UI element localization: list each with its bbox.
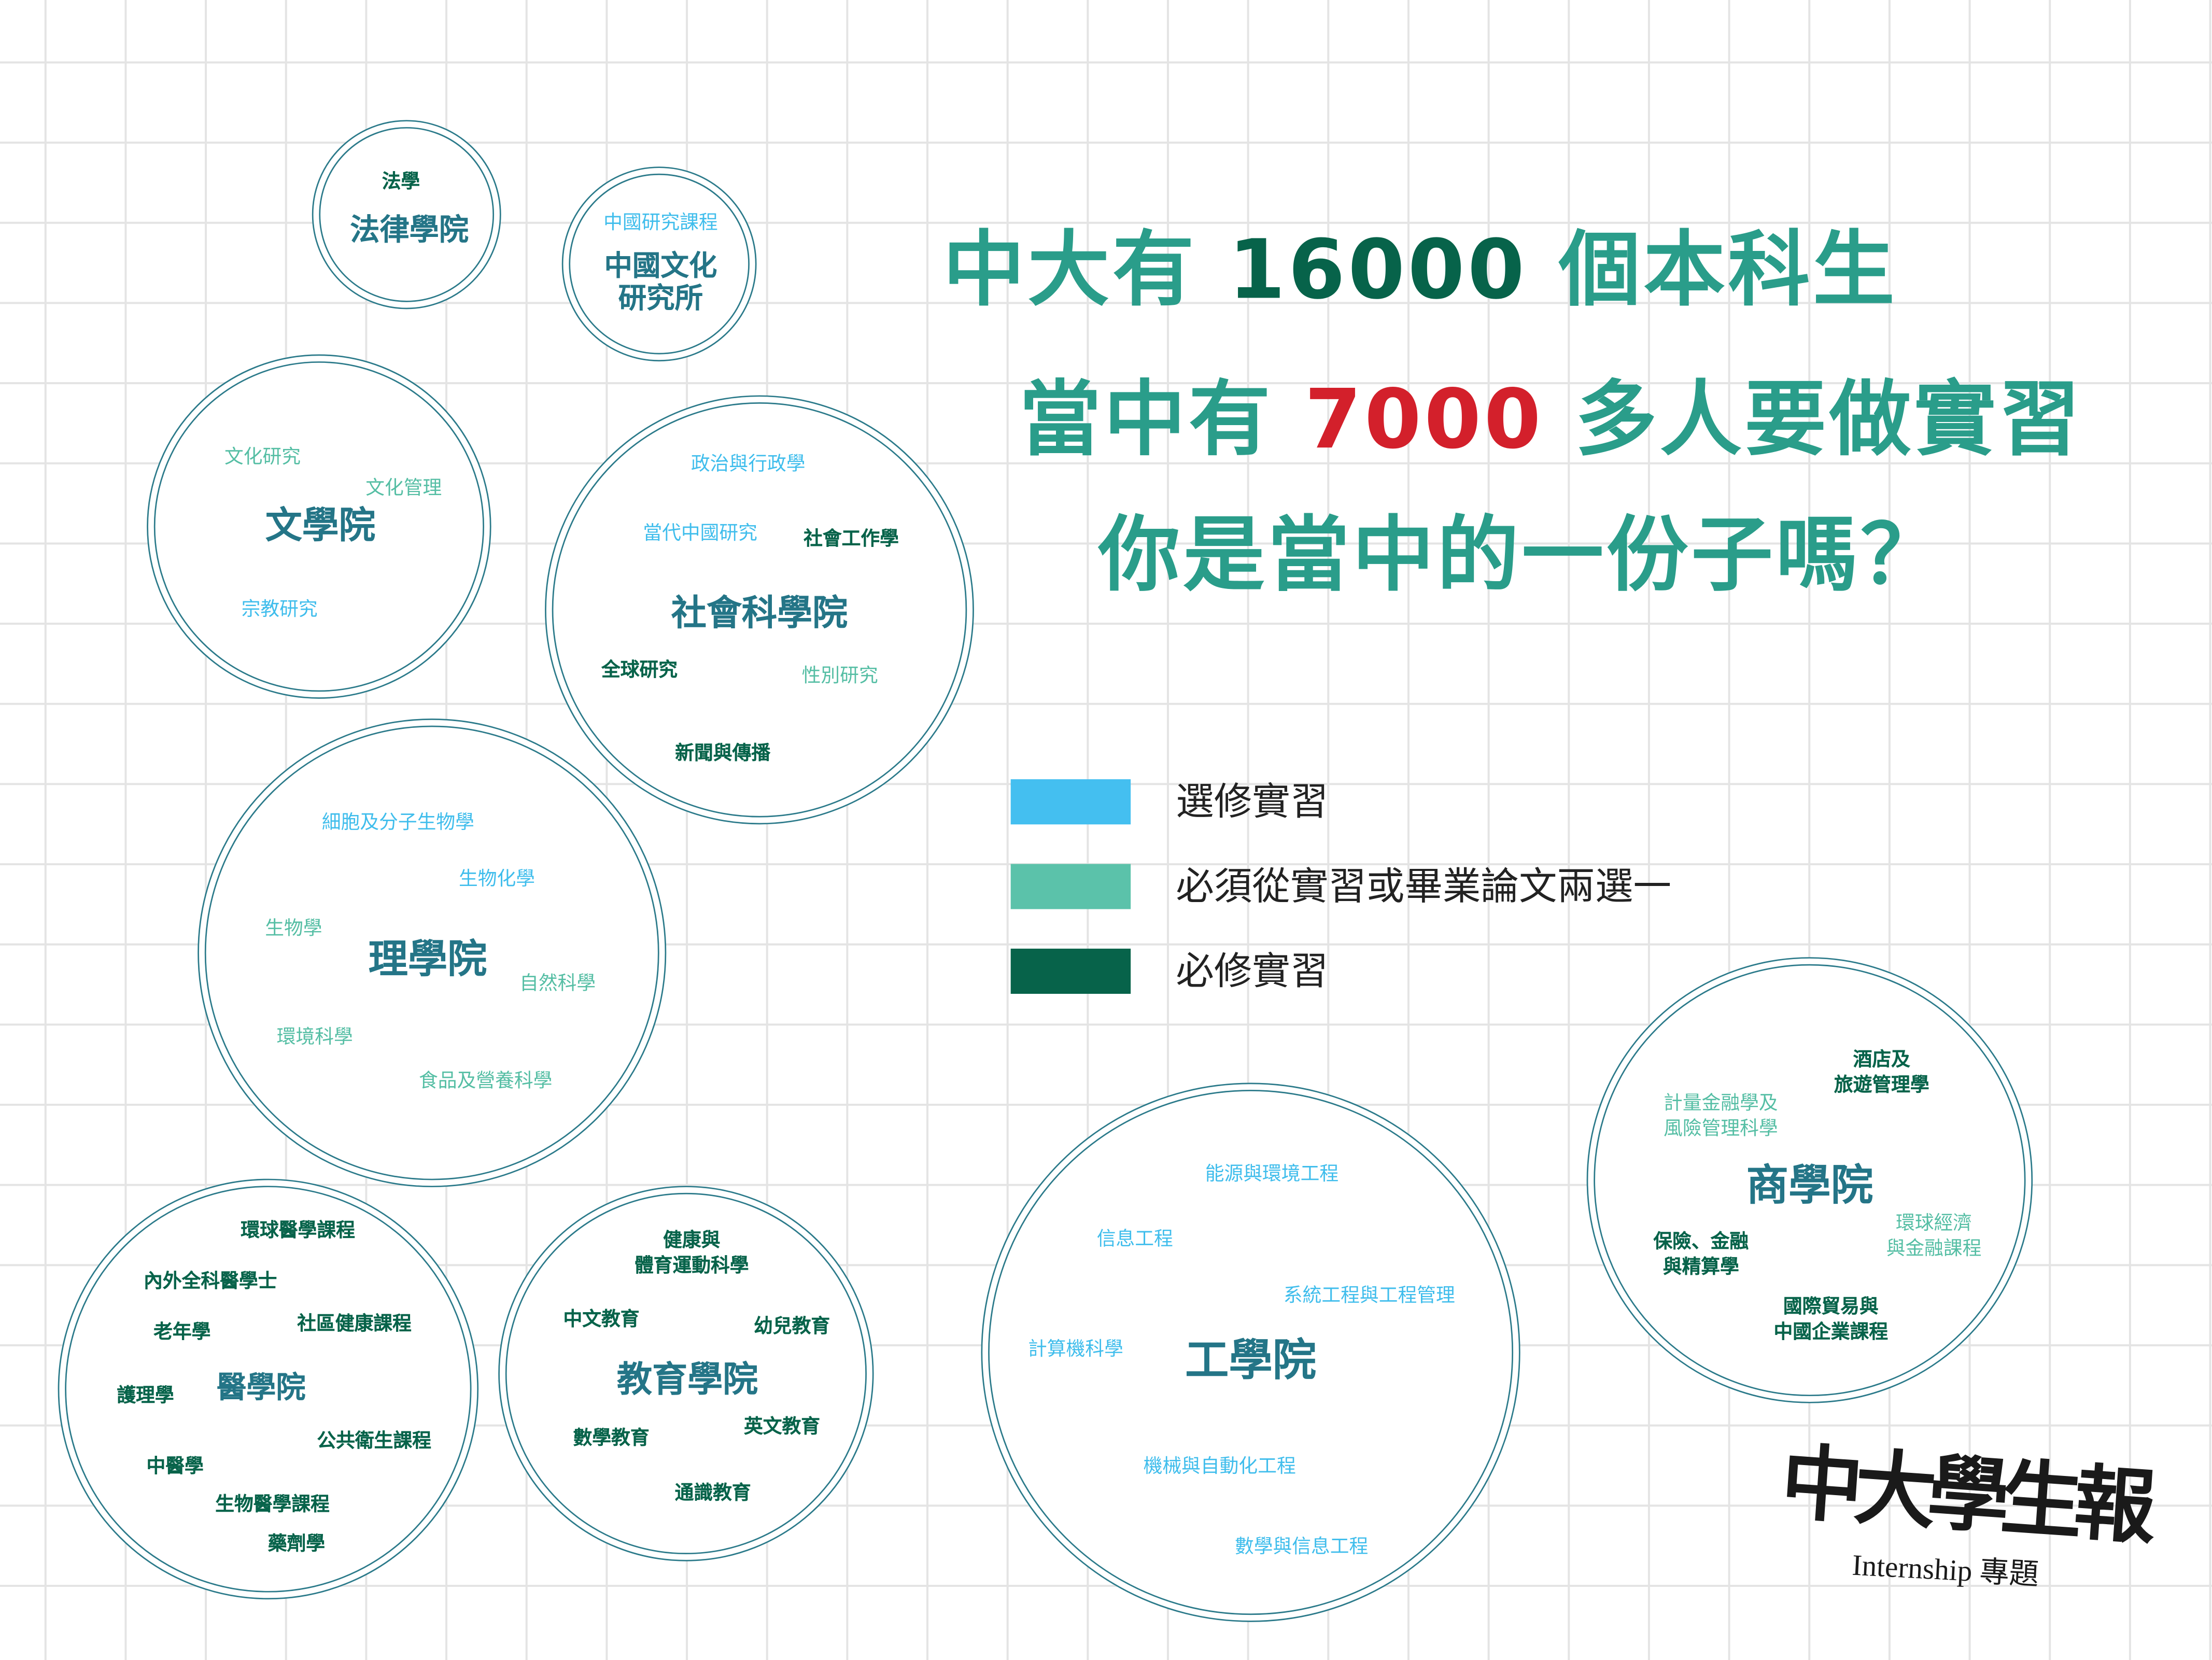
department-label: 數學與信息工程	[1234, 1536, 1369, 1558]
faculty-circle	[498, 1186, 874, 1561]
faculty-title: 商學院	[1746, 1161, 1873, 1211]
department-label: 文化管理	[365, 477, 442, 500]
internship-count: 7000	[1304, 371, 1544, 468]
department-label: 環球經濟 與金融課程	[1886, 1212, 1982, 1261]
headline-text: 個本科生	[1527, 221, 1898, 318]
faculty-circle-inner-ring	[319, 127, 495, 302]
faculty-circle	[981, 1082, 1520, 1622]
faculty-title: 醫學院	[216, 1370, 306, 1405]
department-label: 酒店及 旅遊管理學	[1834, 1048, 1929, 1097]
legend-label-mandatory: 必修實習	[1176, 950, 1329, 994]
department-label: 宗教研究	[241, 598, 318, 621]
department-label: 社會工作學	[804, 528, 899, 551]
headline-text: 中大有	[942, 221, 1229, 318]
department-label: 公共衛生課程	[317, 1430, 431, 1453]
legend-swatch-elective	[1010, 779, 1131, 825]
department-label: 生物學	[265, 917, 322, 940]
department-label: 能源與環境工程	[1205, 1163, 1339, 1186]
faculty-circle	[312, 120, 501, 310]
faculty-title: 教育學院	[616, 1359, 758, 1400]
department-label: 食品及營養科學	[419, 1070, 553, 1093]
department-label: 國際貿易與 中國企業課程	[1773, 1296, 1889, 1344]
department-label: 中國研究課程	[603, 212, 718, 234]
faculty-circle-inner-ring	[569, 173, 750, 355]
undergrad-count: 16000	[1228, 221, 1528, 318]
faculty-title: 法律學院	[350, 213, 469, 247]
department-label: 生物醫學課程	[215, 1493, 330, 1516]
department-label: 文化研究	[224, 446, 301, 469]
legend-swatch-either	[1010, 864, 1131, 909]
faculty-circle	[1586, 957, 2033, 1403]
department-label: 性別研究	[801, 665, 878, 687]
headline-line-2: 當中有 7000 多人要做實習	[1019, 378, 2083, 460]
department-label: 保險、金融 與精算學	[1653, 1230, 1749, 1279]
logo: 中大學生報 Internship 專題	[1778, 1429, 2151, 1593]
faculty-title: 工學院	[1185, 1335, 1317, 1387]
department-label: 當代中國研究	[643, 522, 757, 545]
department-label: 法學	[382, 171, 420, 193]
faculty-title: 理學院	[368, 936, 487, 982]
department-label: 生物化學	[458, 868, 536, 891]
department-label: 自然科學	[519, 972, 596, 995]
faculty-circle-inner-ring	[65, 1186, 472, 1593]
faculty-circle-inner-ring	[1594, 964, 2026, 1397]
department-label: 新聞與傳播	[675, 742, 771, 765]
department-label: 機械與自動化工程	[1143, 1455, 1296, 1478]
faculty-circle-inner-ring	[204, 725, 659, 1180]
department-label: 計量金融學及 風險管理科學	[1664, 1092, 1778, 1141]
department-label: 社區健康課程	[297, 1313, 412, 1335]
department-label: 藥劑學	[267, 1532, 325, 1556]
headline-text: 多人要做實習	[1543, 371, 2083, 468]
faculty-title: 文學院	[265, 505, 376, 548]
department-label: 環境科學	[276, 1026, 353, 1049]
faculty-circle	[545, 395, 974, 825]
department-label: 系統工程與工程管理	[1283, 1284, 1455, 1307]
headline-line-3: 你是當中的一份子嗎？	[1098, 507, 1946, 603]
department-label: 通識教育	[674, 1482, 751, 1505]
faculty-circle-inner-ring	[988, 1090, 1514, 1615]
department-label: 幼兒教育	[754, 1315, 830, 1339]
legend-label-elective: 選修實習	[1176, 780, 1329, 825]
department-label: 全球研究	[601, 659, 678, 682]
faculty-circle-inner-ring	[505, 1192, 867, 1555]
faculty-circle	[147, 354, 491, 699]
department-label: 計算機科學	[1028, 1338, 1123, 1361]
faculty-circle	[58, 1178, 479, 1600]
faculty-circle	[198, 719, 667, 1188]
headline-text: 當中有	[1019, 371, 1305, 468]
legend-swatch-mandatory	[1010, 948, 1131, 994]
department-label: 中醫學	[146, 1455, 204, 1478]
department-label: 內外全科醫學士	[144, 1270, 277, 1293]
department-label: 環球醫學課程	[241, 1219, 355, 1242]
department-label: 政治與行政學	[691, 453, 806, 476]
legend-label-either: 必須從實習或畢業論文兩選一	[1176, 865, 1672, 909]
department-label: 細胞及分子生物學	[321, 811, 474, 834]
logo-wordmark: 中大學生報	[1778, 1434, 2151, 1556]
department-label: 數學教育	[573, 1427, 650, 1450]
department-label: 健康與 體育運動科學	[634, 1229, 749, 1278]
faculty-title: 社會科學院	[671, 592, 848, 634]
department-label: 護理學	[117, 1384, 174, 1408]
faculty-circle-inner-ring	[552, 402, 967, 818]
faculty-circle	[561, 166, 757, 362]
faculty-circle-inner-ring	[153, 361, 484, 692]
faculty-title: 中國文化 研究所	[604, 248, 717, 315]
headline-line-1: 中大有 16000 個本科生	[943, 229, 1897, 311]
department-label: 老年學	[153, 1321, 211, 1344]
department-label: 信息工程	[1096, 1228, 1173, 1251]
department-label: 中文教育	[563, 1308, 640, 1331]
department-label: 英文教育	[744, 1415, 821, 1439]
